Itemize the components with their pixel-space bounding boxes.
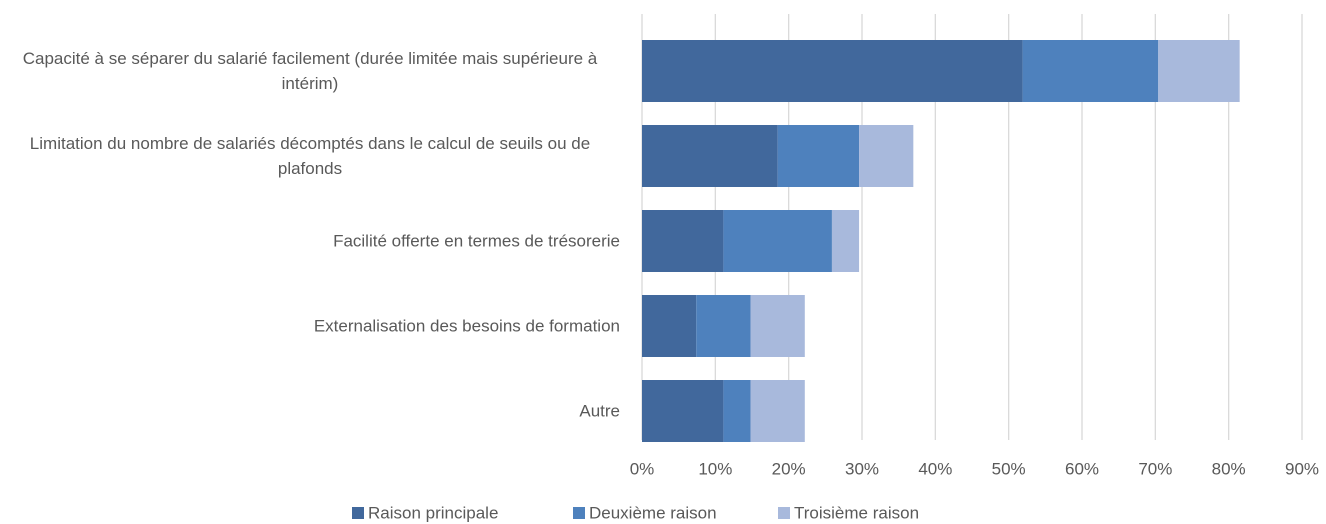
category-label-row: Limitation du nombre de salariés décompt… (0, 131, 620, 181)
x-tick-label: 0% (630, 459, 655, 478)
bar-segment (642, 380, 724, 442)
x-tick-label: 20% (772, 459, 806, 478)
category-label: Limitation du nombre de salariés décompt… (29, 134, 591, 178)
category-label-row: Capacité à se séparer du salarié facilem… (0, 46, 620, 96)
legend-swatch (573, 507, 585, 519)
x-tick-label: 90% (1285, 459, 1319, 478)
bar-segment (750, 380, 805, 442)
category-label-row: Facilité offerte en termes de trésorerie (0, 229, 620, 254)
category-label: Externalisation des besoins de formation (313, 316, 620, 336)
x-tick-label: 30% (845, 459, 879, 478)
legend-swatch (352, 507, 364, 519)
legend-label: Deuxième raison (589, 503, 717, 522)
x-tick-label: 40% (918, 459, 952, 478)
x-tick-label: 60% (1065, 459, 1099, 478)
bar-segment (723, 380, 751, 442)
bar-segment (777, 125, 860, 187)
category-label-row: Autre (0, 399, 620, 424)
bar-segment (859, 125, 914, 187)
category-label: Capacité à se séparer du salarié facilem… (22, 49, 598, 93)
legend-label: Raison principale (368, 503, 498, 522)
bar-segment (642, 40, 1023, 102)
bar-segment (642, 125, 778, 187)
bar-segment (750, 295, 805, 357)
x-tick-label: 70% (1138, 459, 1172, 478)
legend-label: Troisième raison (794, 503, 919, 522)
x-tick-label: 50% (992, 459, 1026, 478)
bar-segment (642, 210, 724, 272)
bar-segment (723, 210, 832, 272)
bar-segment (696, 295, 751, 357)
category-label-row: Externalisation des besoins de formation (0, 314, 620, 339)
x-tick-label: 10% (698, 459, 732, 478)
bar-segment (1022, 40, 1159, 102)
bar-segment (831, 210, 860, 272)
bar-segment (1158, 40, 1240, 102)
x-tick-label: 80% (1212, 459, 1246, 478)
category-label: Facilité offerte en termes de trésorerie (333, 231, 620, 251)
legend-swatch (778, 507, 790, 519)
bar-segment (642, 295, 697, 357)
category-label: Autre (579, 401, 620, 421)
